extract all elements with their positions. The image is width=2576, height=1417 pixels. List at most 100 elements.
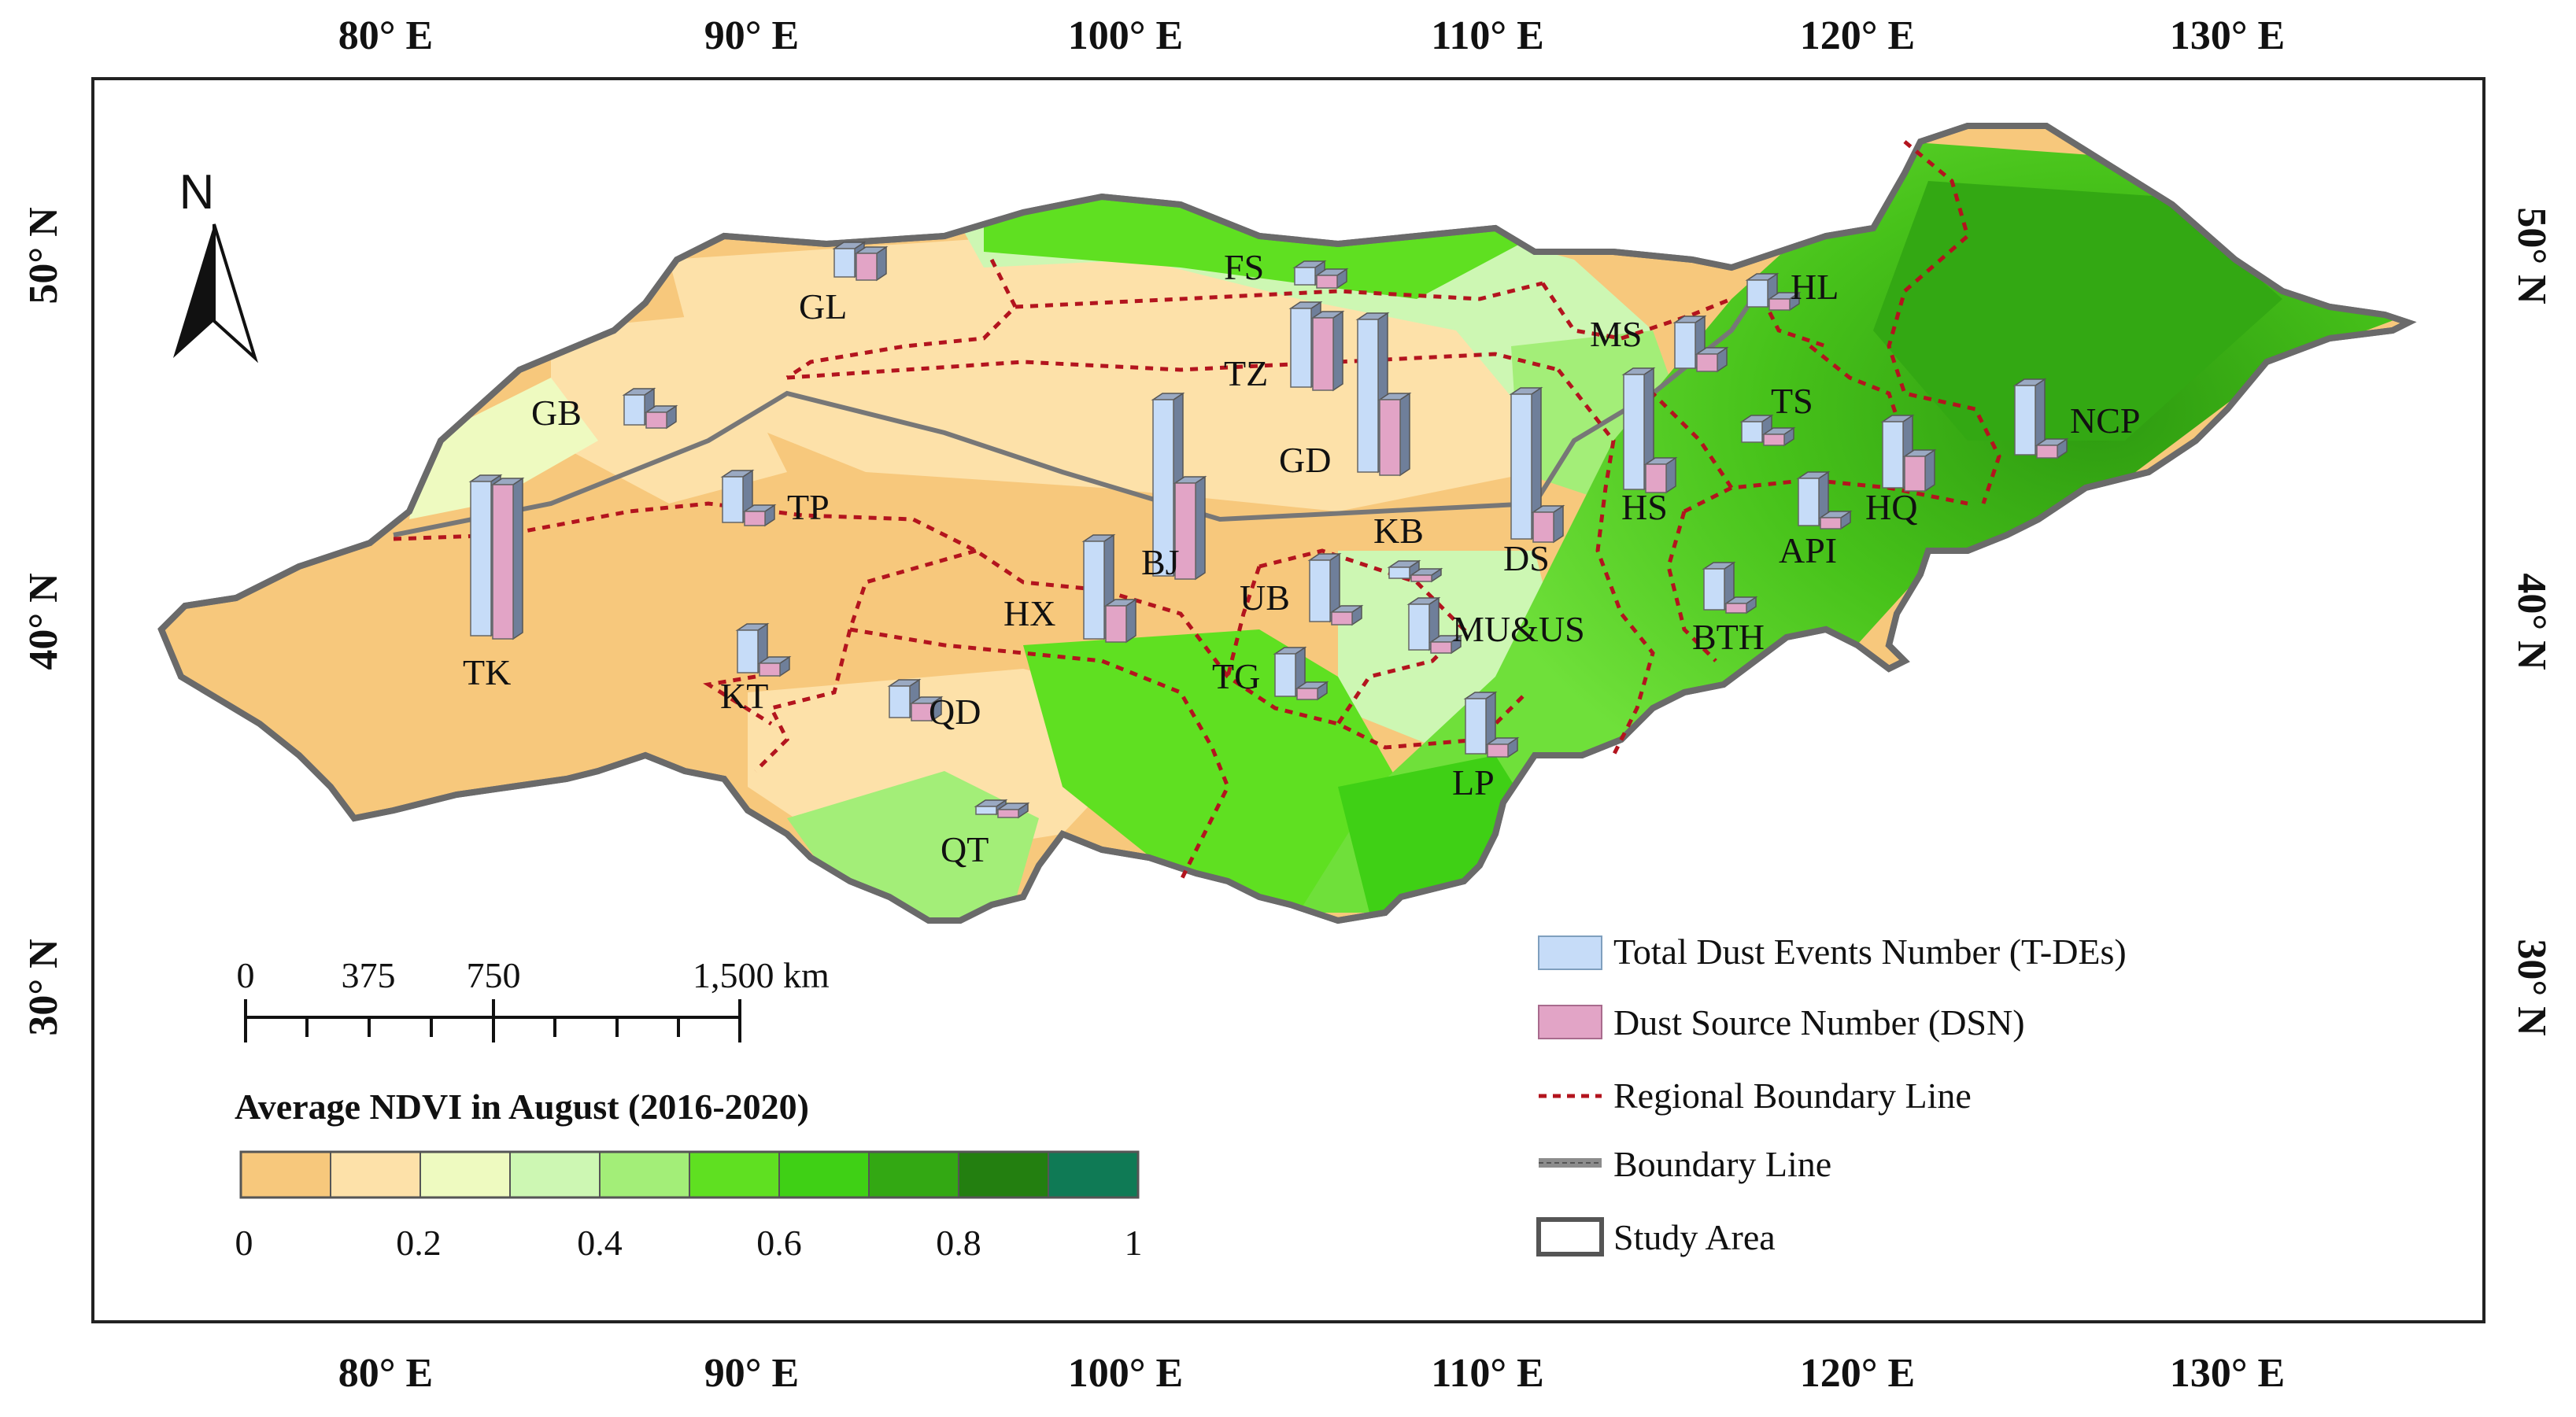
bar-group-tz [1288, 301, 1345, 392]
north-arrow: N [173, 165, 259, 363]
region-label-tz: TZ [1224, 353, 1268, 393]
lon-label-130e-top: 130° E [2170, 13, 2285, 58]
north-label: N [179, 165, 215, 220]
ndvi-swatch [599, 1151, 690, 1198]
lon-label-100e-bottom: 100° E [1068, 1351, 1183, 1396]
bar-prism [1531, 504, 1565, 544]
bar-group-qt [974, 799, 1030, 819]
bar-group-ds [1509, 386, 1565, 544]
pink-bar-swatch [1538, 1005, 1602, 1039]
bar-prism [1307, 552, 1342, 623]
region-label-bth: BTH [1692, 617, 1765, 657]
ndvi-tick-1: 1 [1125, 1223, 1143, 1263]
bar-group-muus [1406, 596, 1463, 655]
ndvi-legend: Average NDVI in August (2016-2020) 0 0.2… [235, 1087, 1143, 1263]
bar-prism [1796, 470, 1831, 527]
ndvi-tick-0-2: 0.2 [396, 1223, 442, 1263]
lon-label-80e-top: 80° E [338, 13, 433, 58]
bar-group-tk [468, 474, 525, 640]
ndvi-swatch [689, 1151, 780, 1198]
regional-boundaries [393, 140, 2001, 883]
bar-prism [1767, 291, 1802, 312]
dust-bars-layer [468, 241, 2069, 819]
latitude-labels-right: 50° N 40° N 30° N [2509, 207, 2554, 1035]
scale-bar: 0 375 750 1,500 km [237, 955, 830, 1042]
scale-label-375: 375 [342, 955, 396, 995]
bar-group-fs [1292, 260, 1349, 290]
bar-prism [1818, 510, 1853, 530]
lat-label-30n-left: 30° N [21, 939, 66, 1035]
ndvi-tick-0: 0 [235, 1223, 253, 1263]
region-label-bj: BJ [1141, 542, 1180, 582]
lat-label-50n-right: 50° N [2509, 207, 2554, 304]
bar-prism [1509, 386, 1543, 541]
bar-prism [1295, 681, 1329, 701]
region-label-qd: QD [929, 692, 981, 732]
ndvi-tick-0-6: 0.6 [756, 1223, 802, 1263]
region-label-ub: UB [1240, 578, 1290, 618]
bar-prism [1377, 392, 1412, 477]
bar-group-hx [1081, 533, 1138, 644]
bar-prism [1329, 604, 1364, 626]
bar-prism [1151, 392, 1185, 578]
bar-group-gd [1355, 312, 1412, 477]
bar-group-bj [1151, 392, 1207, 581]
lat-label-40n-right: 40° N [2509, 573, 2554, 670]
bar-group-lp [1463, 691, 1520, 758]
lon-label-90e-bottom: 90° E [704, 1351, 799, 1396]
region-label-hl: HL [1791, 267, 1839, 307]
region-label-gb: GB [531, 393, 582, 433]
lon-label-100e-top: 100° E [1068, 13, 1183, 58]
ndvi-swatch [778, 1151, 870, 1198]
bar-prism [1621, 367, 1656, 491]
bar-group-gb [622, 387, 678, 430]
region-label-muus: MU&US [1452, 609, 1585, 649]
scale-label-0: 0 [237, 955, 255, 995]
lon-label-110e-bottom: 110° E [1431, 1351, 1544, 1396]
bar-prism [1695, 346, 1729, 373]
bar-prism [1643, 456, 1678, 494]
lat-label-30n-right: 30° N [2509, 939, 2554, 1035]
bar-prism [1428, 634, 1463, 655]
lat-label-40n-left: 40° N [21, 573, 66, 670]
bar-group-hs [1621, 367, 1678, 494]
latitude-labels-left: 50° N 40° N 30° N [21, 207, 66, 1035]
bar-prism [909, 696, 944, 722]
legend-label-dsn: Dust Source Number (DSN) [1613, 1002, 2025, 1042]
bar-group-ncp [2012, 378, 2069, 459]
bar-group-api [1796, 470, 1853, 530]
bar-group-ms [1672, 315, 1729, 373]
longitude-labels-bottom: 80° E 90° E 100° E 110° E 120° E 130° E [338, 1351, 2285, 1396]
lon-label-80e-bottom: 80° E [338, 1351, 433, 1396]
region-label-tk: TK [463, 652, 511, 692]
bar-group-hl [1745, 272, 1802, 312]
bar-prism [1406, 596, 1441, 651]
bar-prism [1103, 598, 1138, 644]
ndvi-swatch [240, 1151, 331, 1198]
bar-prism [1485, 736, 1520, 758]
lon-label-120e-top: 120° E [1800, 13, 1915, 58]
bar-group-kt [735, 622, 792, 677]
region-label-qt: QT [941, 829, 989, 869]
bar-group-kb [1387, 559, 1443, 583]
lon-label-130e-bottom: 130° E [2170, 1351, 2285, 1396]
region-label-tg: TG [1212, 656, 1260, 696]
gray-line-swatch [1539, 1158, 1602, 1168]
bar-group-bth [1702, 561, 1758, 614]
bar-group-gl [832, 241, 889, 282]
region-label-fs: FS [1224, 247, 1264, 287]
ndvi-swatch [1048, 1151, 1139, 1198]
region-label-api: API [1779, 530, 1837, 570]
bar-group-hq [1880, 414, 1937, 493]
bar-group-ub [1307, 552, 1364, 626]
region-labels-layer: GL FS HL GB TZ MS GD TS NCP TP HS HQ KB … [463, 247, 2140, 869]
bar-group-qd [887, 678, 944, 722]
ndvi-swatch [958, 1151, 1049, 1198]
bar-group-tp [720, 469, 777, 527]
bar-prism [490, 477, 525, 640]
region-label-ncp: NCP [2070, 400, 2140, 441]
ndvi-color-ramp [240, 1151, 1139, 1198]
bar-prism [1310, 310, 1345, 392]
bar-prism [757, 655, 792, 677]
